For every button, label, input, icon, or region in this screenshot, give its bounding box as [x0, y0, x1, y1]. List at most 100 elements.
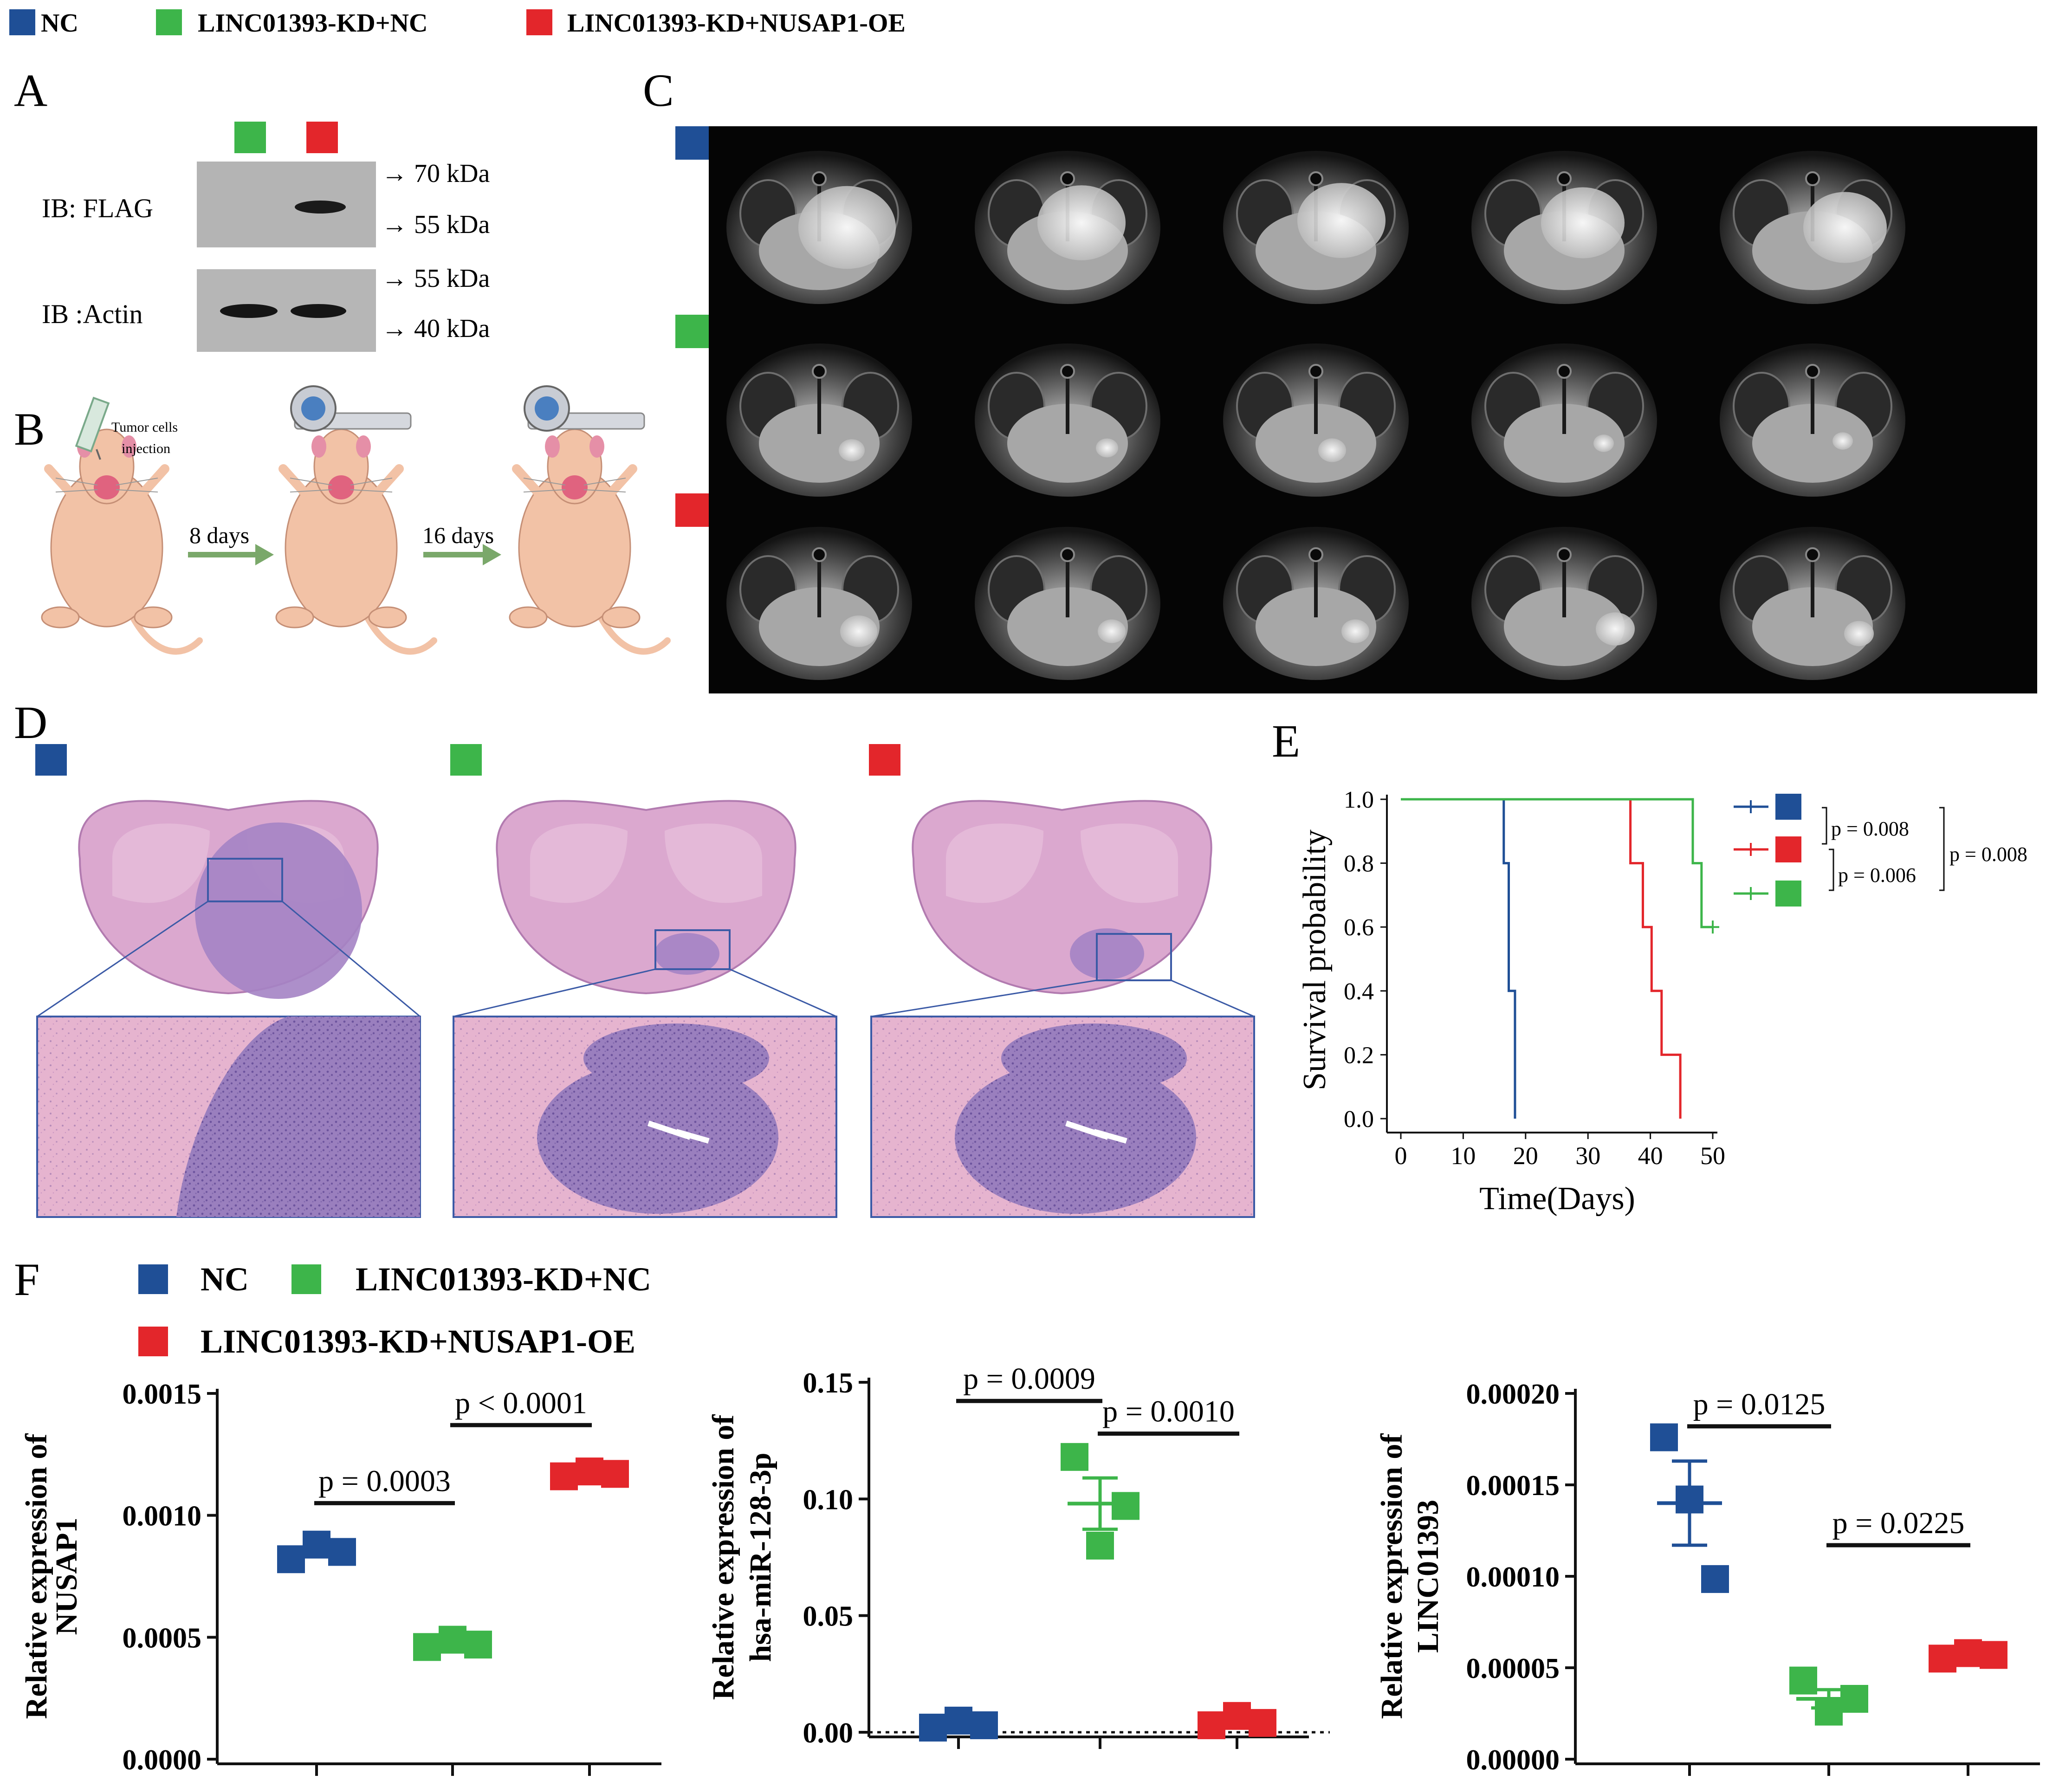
scatter-y-tick-label: 0.00020 — [1466, 1379, 1560, 1410]
scatter-y-axis-label: NUSAP1 — [50, 1517, 84, 1635]
mri-brainstem — [812, 547, 827, 562]
data-point — [1112, 1492, 1140, 1520]
legend-swatch-oe — [526, 9, 552, 35]
top-legend: NC LINC01393-KD+NC LINC01393-KD+NUSAP1-O… — [9, 9, 906, 38]
legend-label-nc: NC — [41, 9, 78, 38]
f-legend-swatch-nc — [138, 1264, 168, 1294]
panel-label-a: A — [14, 65, 47, 116]
histology-marker-oe — [869, 744, 900, 776]
lane-marker-kd — [234, 122, 266, 153]
mri-tumor-lesion — [839, 439, 865, 461]
mri-tumor-lesion — [1593, 434, 1614, 452]
mouse-whisker — [350, 478, 393, 486]
survival-curve — [1401, 798, 1682, 1119]
mouse-arm — [139, 464, 169, 497]
pvalue-bracket — [1829, 848, 1834, 891]
mri-tumor-lesion — [1096, 438, 1118, 458]
actin-band-kd — [220, 304, 278, 318]
mouse-ear — [356, 435, 371, 458]
survival-y-tick-label: 0.0 — [1344, 1106, 1374, 1133]
mouse-ear — [545, 435, 560, 458]
mouse-head — [79, 428, 135, 505]
survival-x-tick-label: 10 — [1450, 1142, 1476, 1170]
mouse-whisker — [290, 478, 332, 486]
mouse-hind-leg — [275, 606, 314, 628]
scatter-y-axis-label: LINC01393 — [1411, 1500, 1445, 1653]
mri-brainstem — [812, 364, 827, 379]
flag-label: IB: FLAG — [42, 193, 153, 223]
mri-cerebellum — [1007, 587, 1128, 666]
mri-slice — [975, 527, 1160, 680]
mouse-ear — [122, 435, 136, 458]
pvalue-bracket — [1939, 807, 1945, 891]
mouse-whisker — [583, 478, 626, 486]
mri-cerebellum — [759, 587, 880, 666]
mri-tumor-lesion — [1541, 187, 1625, 259]
scatter-y-tick-label: 0.05 — [803, 1601, 854, 1632]
comparison-pvalue: p = 0.0003 — [318, 1464, 451, 1498]
panel-b: B Tumor cells injection 8 days 16 days — [14, 385, 671, 655]
mri-tumor-lesion — [1297, 183, 1386, 258]
mouse-arm — [278, 464, 309, 497]
histology-marker-kd — [450, 744, 482, 776]
scatter-y-tick-label: 0.00000 — [1466, 1744, 1560, 1776]
scatter-y-tick-label: 0.00 — [803, 1717, 854, 1749]
legend-label-kd: LINC01393-KD+NC — [198, 9, 427, 38]
mouse-whisker — [116, 489, 158, 492]
panel-label-d: D — [14, 697, 47, 748]
mri-cerebellum — [1007, 404, 1128, 483]
flag-band — [295, 201, 346, 214]
mri-slice — [726, 343, 912, 497]
zoom-tumor — [1001, 1023, 1187, 1093]
panel-a: A IB: FLAG IB :Actin → 70 kDa → 55 kDa →… — [14, 65, 490, 352]
zoom-tumor — [955, 1061, 1196, 1214]
scatter-plot-nusap1: 0.0000 0.0005 0.0010 0.0015 Relative express… — [19, 1379, 661, 1776]
mouse-arm — [512, 464, 542, 497]
mri-brainstem — [1805, 171, 1820, 186]
mouse-hind-leg — [602, 606, 641, 628]
injection-text-1: Tumor cells — [111, 420, 178, 435]
scatter-y-tick-label: 0.15 — [803, 1367, 854, 1399]
scatter-y-axis-label: Relative expression of — [19, 1433, 53, 1719]
mouse-arm — [374, 464, 404, 497]
mri-slice — [1223, 151, 1409, 304]
mri-tumor-lesion — [1318, 438, 1346, 462]
cortex-region — [112, 823, 210, 903]
mouse-nose — [328, 475, 354, 499]
zoom-box — [1096, 933, 1172, 981]
survival-y-tick-label: 0.2 — [1344, 1042, 1374, 1069]
tumor-region — [654, 933, 719, 975]
mri-cerebellum — [1752, 404, 1873, 483]
zoom-connector — [871, 979, 1097, 1017]
mri-scanner-bore — [535, 396, 559, 421]
mouse-1 — [41, 396, 203, 655]
comparison-pvalue: p = 0.0225 — [1832, 1506, 1965, 1540]
mri-tumor-lesion — [840, 615, 877, 647]
legend-swatch-kd — [156, 9, 182, 35]
survival-legend-swatch — [1775, 881, 1801, 907]
zoom-connector — [282, 900, 421, 1017]
pvalue-label: p = 0.008 — [1949, 843, 2027, 866]
mri-cerebellum — [759, 404, 880, 483]
mri-cerebellum — [1752, 587, 1873, 666]
data-point — [1650, 1423, 1678, 1451]
mri-brainstem — [812, 171, 827, 186]
mri-brainstem — [1557, 171, 1572, 186]
f-legend-swatch-kd — [291, 1264, 321, 1294]
tumor-region — [195, 822, 362, 999]
f-legend-swatch-oe — [138, 1327, 168, 1356]
mouse-arm — [607, 464, 637, 497]
mouse-hind-leg — [368, 606, 407, 628]
comparison-pvalue: p = 0.0125 — [1693, 1387, 1826, 1421]
survival-x-tick-label: 20 — [1513, 1142, 1538, 1170]
mri-brainstem — [1308, 171, 1323, 186]
survival-curve — [1401, 798, 1713, 928]
mouse-arm — [44, 464, 74, 497]
actin-label: IB :Actin — [42, 299, 142, 329]
pvalue-bracket — [1822, 807, 1827, 845]
scatter-y-axis-label: Relative expression of — [706, 1414, 740, 1700]
survival-y-tick-label: 0.6 — [1344, 914, 1374, 941]
mri-slice — [726, 151, 912, 304]
survival-x-tick-label: 0 — [1395, 1142, 1407, 1170]
mri-slice — [975, 151, 1160, 304]
